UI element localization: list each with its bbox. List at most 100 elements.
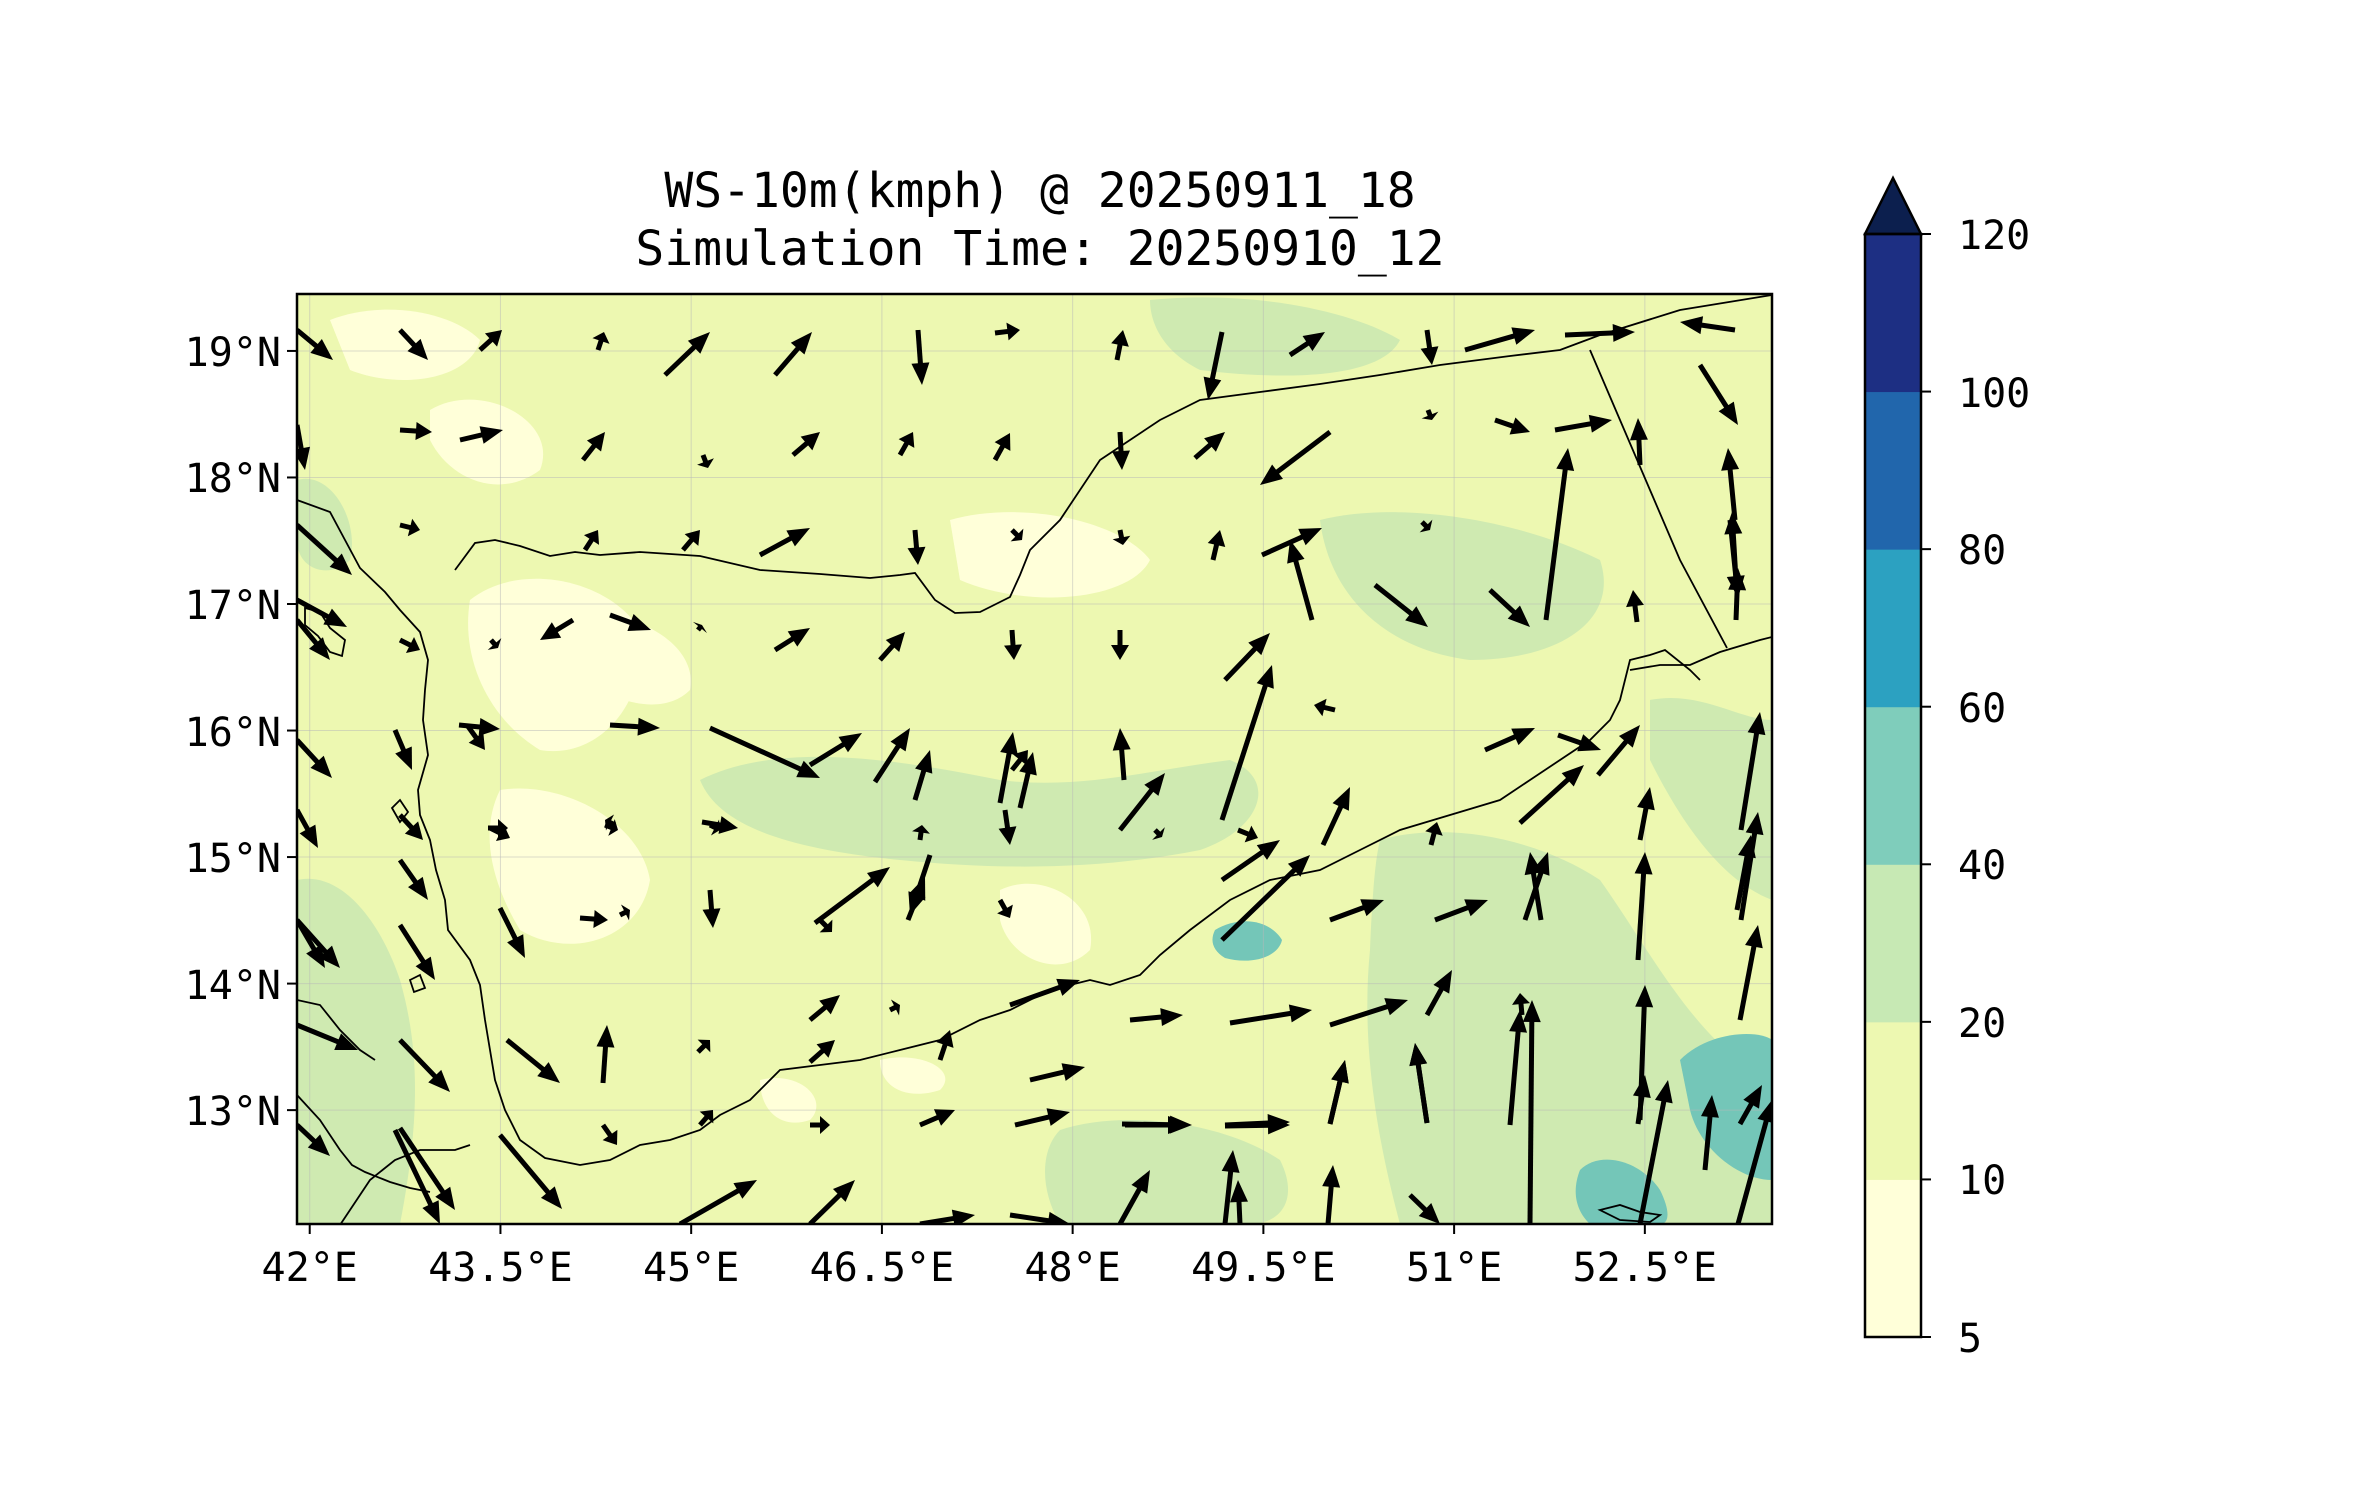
- wind-vector-arrow: [488, 819, 508, 837]
- wind-vector-arrow: [878, 632, 905, 662]
- wind-vector-arrow: [992, 433, 1011, 462]
- wind-vector-arrow: [808, 1040, 835, 1064]
- wind-vector-arrow: [813, 867, 890, 926]
- wind-vector-arrow: [399, 518, 420, 537]
- x-tick-label: 45°E: [643, 1245, 740, 1291]
- wind-vector-arrow: [897, 432, 915, 457]
- wind-vector-arrow: [1409, 1043, 1430, 1124]
- wind-speed-fill-region: [1320, 512, 1604, 660]
- wind-vector-arrow: [458, 718, 500, 736]
- wind-vector-arrow: [1464, 327, 1535, 353]
- y-tick-label: 15°N: [184, 836, 281, 883]
- wind-speed-fill-region: [1680, 1034, 1772, 1180]
- wind-vector-arrow: [1010, 528, 1024, 542]
- wind-vector-arrow: [398, 636, 420, 654]
- wind-vector-arrow: [297, 1123, 330, 1156]
- wind-vector-arrow: [697, 454, 714, 468]
- wind-vector-arrow: [1221, 1150, 1240, 1224]
- wind-vector-arrow: [872, 728, 910, 784]
- wind-vector-arrow: [1118, 773, 1165, 832]
- wind-vector-arrow: [936, 1030, 954, 1061]
- wind-vector-arrow: [1543, 448, 1575, 621]
- wind-vector-arrow: [1420, 329, 1439, 365]
- wind-vector-arrow: [997, 732, 1018, 804]
- wind-vector-arrow: [596, 1025, 615, 1084]
- colorbar-tick-label: 80: [1958, 528, 2007, 575]
- wind-vector-arrow: [1518, 765, 1584, 825]
- wind-vector-arrow: [1637, 1080, 1673, 1224]
- wind-vector-arrow: [1111, 630, 1129, 660]
- wind-vector-arrow: [398, 328, 428, 360]
- wind-vector-arrow: [1207, 530, 1226, 561]
- wind-vector-arrow: [1322, 1165, 1341, 1224]
- wind-vector-arrow: [907, 529, 926, 565]
- wind-vector-arrow: [1738, 712, 1766, 831]
- x-tick-label: 46.5°E: [809, 1245, 955, 1291]
- map-frame: [295, 292, 1774, 1226]
- wind-speed-fill-region: [880, 1057, 946, 1094]
- wind-vector-arrow: [1260, 430, 1332, 485]
- wind-vector-arrow: [498, 1133, 562, 1209]
- wind-vector-arrow: [398, 813, 423, 840]
- wind-speed-fill-region: [760, 1078, 817, 1123]
- wind-vector-arrow: [1112, 529, 1131, 545]
- wind-vector-arrow: [1203, 331, 1225, 400]
- wind-vector-arrow: [1522, 1000, 1541, 1224]
- wind-vector-arrow: [398, 1038, 450, 1092]
- wind-vector-arrow: [1697, 363, 1738, 425]
- wind-vector-arrow: [1220, 840, 1280, 883]
- wind-vector-arrow: [1557, 732, 1601, 752]
- wind-vector-arrow: [698, 1110, 714, 1127]
- colorbar-extend-arrow: [1862, 175, 1924, 236]
- wind-vector-arrow: [582, 530, 600, 552]
- wind-vector-arrow: [997, 898, 1013, 918]
- colorbar-segment: [1865, 1021, 1921, 1180]
- wind-vector-arrow: [592, 332, 610, 351]
- wind-vector-arrow: [1237, 825, 1258, 843]
- wind-vector-arrow: [1017, 752, 1037, 809]
- wind-vector-arrow: [1421, 409, 1439, 420]
- wind-vector-arrow: [912, 825, 930, 841]
- wind-vector-arrow: [1112, 728, 1131, 781]
- colorbar-segment: [1865, 391, 1921, 550]
- colorbar-tick-label: 40: [1958, 843, 2007, 890]
- y-tick-label: 18°N: [184, 456, 281, 503]
- wind-vector-arrow: [1219, 665, 1274, 821]
- wind-vector-arrow: [1121, 1115, 1192, 1134]
- wind-vector-arrow: [702, 889, 721, 928]
- colorbar-tick-label: 100: [1958, 370, 2031, 417]
- wind-vector-arrow: [1507, 1010, 1528, 1126]
- coastline-oman: [1629, 636, 1772, 671]
- wind-vector-arrow: [1434, 899, 1488, 923]
- wind-vector-arrow: [399, 422, 432, 440]
- colorbar-frame: [1863, 232, 1923, 1339]
- wind-vector-arrow: [1373, 583, 1428, 627]
- wind-vector-arrow: [1626, 590, 1644, 623]
- wind-vector-arrow: [1314, 698, 1336, 717]
- wind-vector-arrow: [1229, 1004, 1312, 1026]
- wind-vector-arrow: [773, 332, 812, 377]
- wind-vector-arrow: [609, 612, 651, 631]
- wind-vector-arrow: [1425, 822, 1443, 846]
- wind-speed-fill-region: [330, 309, 480, 380]
- wind-vector-arrow: [297, 597, 347, 627]
- wind-vector-arrow: [1488, 588, 1530, 627]
- wind-vector-arrow: [478, 330, 502, 352]
- wind-vector-arrow: [1230, 1180, 1248, 1224]
- wind-speed-fill-region: [1150, 297, 1400, 376]
- wind-vector-arrow: [297, 618, 330, 660]
- wind-vector-arrow: [397, 923, 435, 980]
- wind-vector-arrow: [392, 729, 412, 770]
- wind-vector-arrow: [1629, 418, 1648, 466]
- island-red-sea-2: [390, 798, 410, 824]
- wind-vector-arrow: [1737, 925, 1763, 1021]
- wind-vector-arrow: [808, 1180, 855, 1224]
- wind-vector-arrow: [791, 432, 820, 457]
- wind-vector-arrow: [1524, 852, 1544, 921]
- colorbar-segment: [1865, 1179, 1921, 1338]
- wind-vector-arrow: [998, 809, 1017, 845]
- wind-vector-arrow: [297, 523, 352, 575]
- wind-vector-arrow: [1223, 633, 1270, 682]
- x-tick-label: 49.5°E: [1191, 1245, 1336, 1291]
